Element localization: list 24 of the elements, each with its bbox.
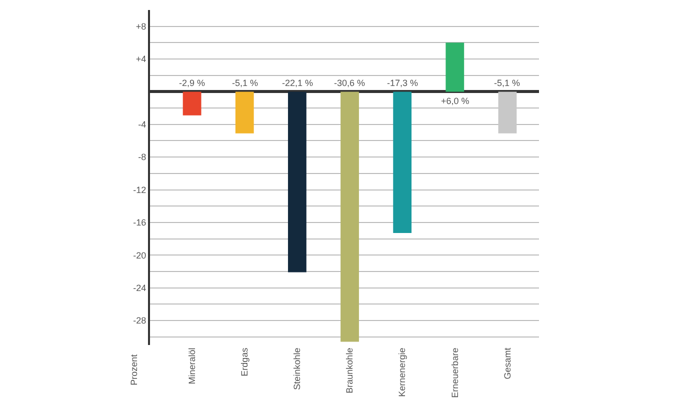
x-tick-label: Steinkohle xyxy=(292,348,302,390)
y-tick-label: -4 xyxy=(138,120,146,130)
y-tick-label: -24 xyxy=(133,282,146,293)
data-label: -2,9 % xyxy=(179,78,206,88)
data-label: +6,0 % xyxy=(441,96,470,106)
y-tick-label: +8 xyxy=(136,21,146,32)
x-tick-label: Erneuerbare xyxy=(450,348,460,398)
x-tick-label: Braunkohle xyxy=(344,348,355,394)
y-axis-title: Prozent xyxy=(128,354,139,386)
data-label: -22,1 % xyxy=(282,78,314,88)
data-label: -17,3 % xyxy=(387,78,418,88)
data-label: -30,6 % xyxy=(334,78,366,88)
x-tick-label: Mineralöl xyxy=(186,348,197,384)
x-tick-label: Kernenergie xyxy=(397,348,408,397)
y-tick-label: +4 xyxy=(136,54,146,64)
x-tick-label: Erdgas xyxy=(240,347,250,376)
x-tick-label: Gesamt xyxy=(502,347,512,380)
y-tick-label: -16 xyxy=(133,218,146,228)
y-tick-label: -8 xyxy=(138,152,146,162)
y-tick-label: -12 xyxy=(133,184,146,195)
y-tick-label: -28 xyxy=(133,316,146,326)
y-tick-label: -20 xyxy=(133,250,146,260)
data-label: -5,1 % xyxy=(494,78,520,88)
data-label: -5,1 % xyxy=(232,78,258,88)
